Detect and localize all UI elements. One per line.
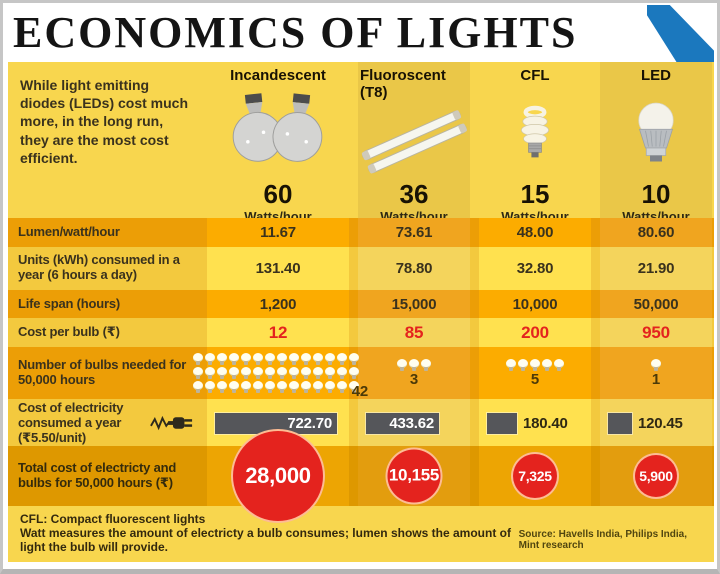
column-header-led: LED 10 Watts/hour: [600, 62, 712, 232]
cfl-footnote: CFL: Compact fluorescent lights: [20, 511, 206, 526]
bulb-pictogram-group: 1: [650, 358, 662, 389]
total-circle-fluorescent: 10,155: [358, 445, 470, 506]
total-cost-circle: 7,325: [511, 451, 559, 500]
bulbs-needed-led: 1: [600, 347, 712, 399]
row-label-text: Cost of electricity consumed a year (₹5.…: [18, 399, 124, 445]
mini-bulb-icons: [650, 358, 662, 372]
column-name: Incandescent: [230, 67, 326, 84]
column-name: LED: [641, 67, 671, 84]
bulb-pictogram-group: 5: [505, 358, 565, 389]
units-fluorescent: 78.80: [358, 246, 470, 290]
total-circle-incandescent: 28,000: [207, 428, 349, 523]
bulbs-needed-cfl: 5: [479, 347, 591, 399]
row-cost-per-bulb: Cost per bulb (₹) 12 85 200 950: [8, 318, 714, 348]
bulb-cost-cfl: 200: [479, 318, 591, 348]
total-circle-led: 5,900: [600, 445, 712, 506]
total-cost-circle: 5,900: [633, 452, 679, 499]
cfl-bulb-icon: [492, 84, 578, 181]
bulb-count: 1: [651, 370, 661, 388]
row-total-cost: Total cost of electricty and bulbs for 5…: [8, 428, 714, 523]
lumen-led: 80.60: [600, 218, 712, 247]
row-units: Units (kWh) consumed in a year (6 hours …: [8, 246, 714, 290]
lumen-incandescent: 11.67: [207, 218, 349, 247]
lifespan-led: 50,000: [600, 289, 712, 319]
source-credit: Source: Havells India, Philips India, Mi…: [518, 528, 688, 551]
column-header-fluorescent: Fluoroscent (T8) 36 Watts/ho: [358, 62, 470, 232]
header-row: While light emitting diodes (LEDs) cost …: [8, 62, 714, 232]
row-label: Life span (hours): [18, 295, 121, 311]
watts-value: 10: [641, 179, 671, 209]
row-electricity-cost: Cost of electricity consumed a year (₹5.…: [8, 398, 714, 448]
total-cost-circle: 28,000: [231, 428, 325, 523]
row-lumen: Lumen/watt/hour 11.67 73.61 48.00 80.60: [8, 218, 714, 247]
led-bulb-icon: [611, 84, 701, 181]
column-name: CFL: [520, 67, 550, 84]
bulb-cost-fluorescent: 85: [358, 318, 470, 348]
column-header-incandescent: Incandescent: [207, 62, 349, 232]
row-label: Total cost of electricty and bulbs for 5…: [18, 459, 177, 490]
watts-value: 36: [399, 179, 429, 209]
incandescent-bulbs-icon: [219, 84, 337, 181]
intro-text: While light emitting diodes (LEDs) cost …: [20, 77, 189, 166]
lumen-fluorescent: 73.61: [358, 218, 470, 247]
corner-fold-triangle-icon: [647, 5, 714, 62]
infographic-panel: While light emitting diodes (LEDs) cost …: [8, 62, 714, 562]
row-label: Lumen/watt/hour: [18, 223, 120, 239]
electricity-bar-cfl: 180.40: [479, 398, 591, 448]
column-header-cfl: CFL 15 Watts/hour: [479, 62, 591, 232]
bulb-count: 3: [409, 370, 419, 388]
row-label: Cost per bulb (₹): [18, 324, 120, 340]
row-label: Units (kWh) consumed in a year (6 hours …: [18, 252, 180, 283]
mini-bulb-icons: [396, 358, 432, 372]
row-label: Number of bulbs needed for 50,000 hours: [18, 356, 187, 387]
mini-bulb-icons: [505, 358, 565, 372]
electricity-bar-led: 120.45: [600, 398, 712, 448]
page-title: ECONOMICS OF LIGHTS: [13, 8, 578, 57]
lumen-cfl: 48.00: [479, 218, 591, 247]
bulb-pictogram-group: 3: [396, 358, 432, 389]
units-cfl: 32.80: [479, 246, 591, 290]
watts-value: 15: [520, 179, 550, 209]
lifespan-incandescent: 1,200: [207, 289, 349, 319]
total-cost-circle: 10,155: [385, 447, 443, 505]
bulb-count: 5: [530, 370, 540, 388]
footnotes: CFL: Compact fluorescent lights Watt mea…: [8, 505, 714, 562]
bulb-pictogram-group: 42: [192, 352, 368, 400]
electricity-bar-fluorescent: 433.62: [358, 398, 470, 448]
bulb-count: 42: [351, 382, 369, 400]
watt-footnote: Watt measures the amount of electricty a…: [20, 525, 511, 554]
lifespan-fluorescent: 15,000: [358, 289, 470, 319]
row-label: Cost of electricity consumed a year (₹5.…: [8, 399, 198, 448]
fluorescent-tubes-icon: [361, 101, 467, 181]
mini-bulb-icons: [192, 352, 364, 394]
units-led: 21.90: [600, 246, 712, 290]
row-lifespan: Life span (hours) 1,200 15,000 10,000 50…: [8, 289, 714, 319]
bulb-cost-led: 950: [600, 318, 712, 348]
power-plug-icon: [150, 416, 193, 431]
bulbs-needed-incandescent: 42: [193, 347, 368, 400]
column-name: Fluoroscent (T8): [360, 67, 446, 101]
row-bulbs-needed: Number of bulbs needed for 50,000 hours …: [8, 347, 714, 400]
bulbs-needed-fluorescent: 3: [358, 347, 470, 399]
watts-value: 60: [263, 179, 293, 209]
lifespan-cfl: 10,000: [479, 289, 591, 319]
bulb-cost-incandescent: 12: [207, 318, 349, 348]
units-incandescent: 131.40: [207, 246, 349, 290]
total-circle-cfl: 7,325: [479, 445, 591, 506]
